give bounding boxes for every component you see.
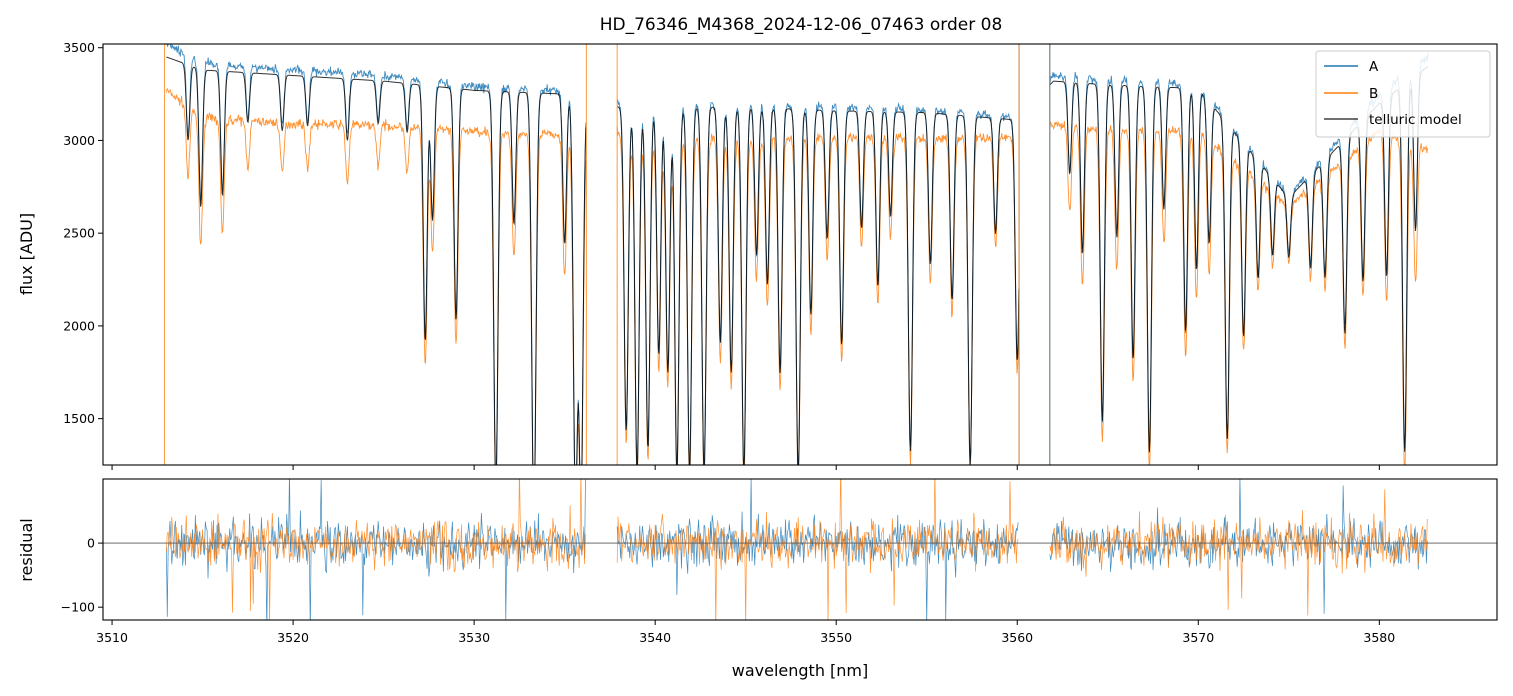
series-telluric-model-segment-2 bbox=[616, 106, 1020, 465]
residual-x-axis: 3510 3520 3530 3540 3550 3560 3570 3580 bbox=[96, 620, 1395, 645]
residual-series-b-segment-1 bbox=[166, 479, 586, 620]
x-tick-label-3570: 3570 bbox=[1182, 630, 1214, 645]
series-b-segment-1 bbox=[165, 87, 587, 465]
residual-y-tick-label-0: 0 bbox=[87, 536, 95, 551]
legend-box bbox=[1315, 50, 1491, 138]
residual-panel: −100 0 3510 3520 3530 3540 3550 3560 3570 3580 r… bbox=[17, 478, 1498, 680]
residual-y-axis-label: residual bbox=[17, 518, 36, 581]
legend: A B telluric model bbox=[1315, 50, 1491, 138]
residual-plot-area bbox=[103, 479, 1497, 620]
chart-title: HD_76346_M4368_2024-12-06_07463 order 08 bbox=[600, 15, 1003, 35]
legend-label-b: B bbox=[1369, 86, 1378, 102]
series-telluric-model-segment-3 bbox=[1049, 65, 1429, 453]
flux-y-tick-label-1500: 1500 bbox=[63, 411, 95, 426]
residual-y-tick-label--100: −100 bbox=[61, 600, 95, 615]
series-b-segment-2 bbox=[616, 126, 1020, 465]
flux-y-tick-label-3000: 3000 bbox=[63, 133, 95, 148]
x-tick-label-3550: 3550 bbox=[820, 630, 852, 645]
flux-y-tick-label-2500: 2500 bbox=[63, 226, 95, 241]
x-axis-label: wavelength [nm] bbox=[732, 661, 869, 680]
flux-panel-frame bbox=[102, 43, 1498, 466]
x-tick-label-3520: 3520 bbox=[277, 630, 309, 645]
x-tick-label-3560: 3560 bbox=[1001, 630, 1033, 645]
series-telluric-model-segment-1 bbox=[166, 56, 587, 465]
residual-y-axis: −100 0 bbox=[61, 536, 103, 615]
flux-panel: 1500 2000 2500 3000 3500 flux [ADU] bbox=[17, 40, 1498, 470]
flux-y-tick-label-3500: 3500 bbox=[63, 40, 95, 55]
flux-plot-area bbox=[164, 44, 1429, 465]
flux-y-axis: 1500 2000 2500 3000 3500 bbox=[63, 40, 103, 426]
x-tick-label-3530: 3530 bbox=[458, 630, 490, 645]
flux-y-tick-label-2000: 2000 bbox=[63, 318, 95, 333]
x-tick-label-3540: 3540 bbox=[639, 630, 671, 645]
legend-label-model: telluric model bbox=[1369, 112, 1462, 128]
residual-series-a-segment-3 bbox=[1049, 479, 1428, 614]
x-tick-label-3580: 3580 bbox=[1363, 630, 1395, 645]
residual-series-a-segment-1 bbox=[166, 479, 586, 620]
flux-x-ticks bbox=[111, 465, 1380, 470]
residual-series-b-segment-2 bbox=[616, 479, 1019, 620]
x-tick-label-3510: 3510 bbox=[96, 630, 128, 645]
residual-panel-frame bbox=[102, 478, 1498, 621]
legend-label-a: A bbox=[1369, 59, 1379, 75]
flux-y-axis-label: flux [ADU] bbox=[17, 213, 36, 295]
residual-series-b-segment-3 bbox=[1049, 489, 1428, 616]
